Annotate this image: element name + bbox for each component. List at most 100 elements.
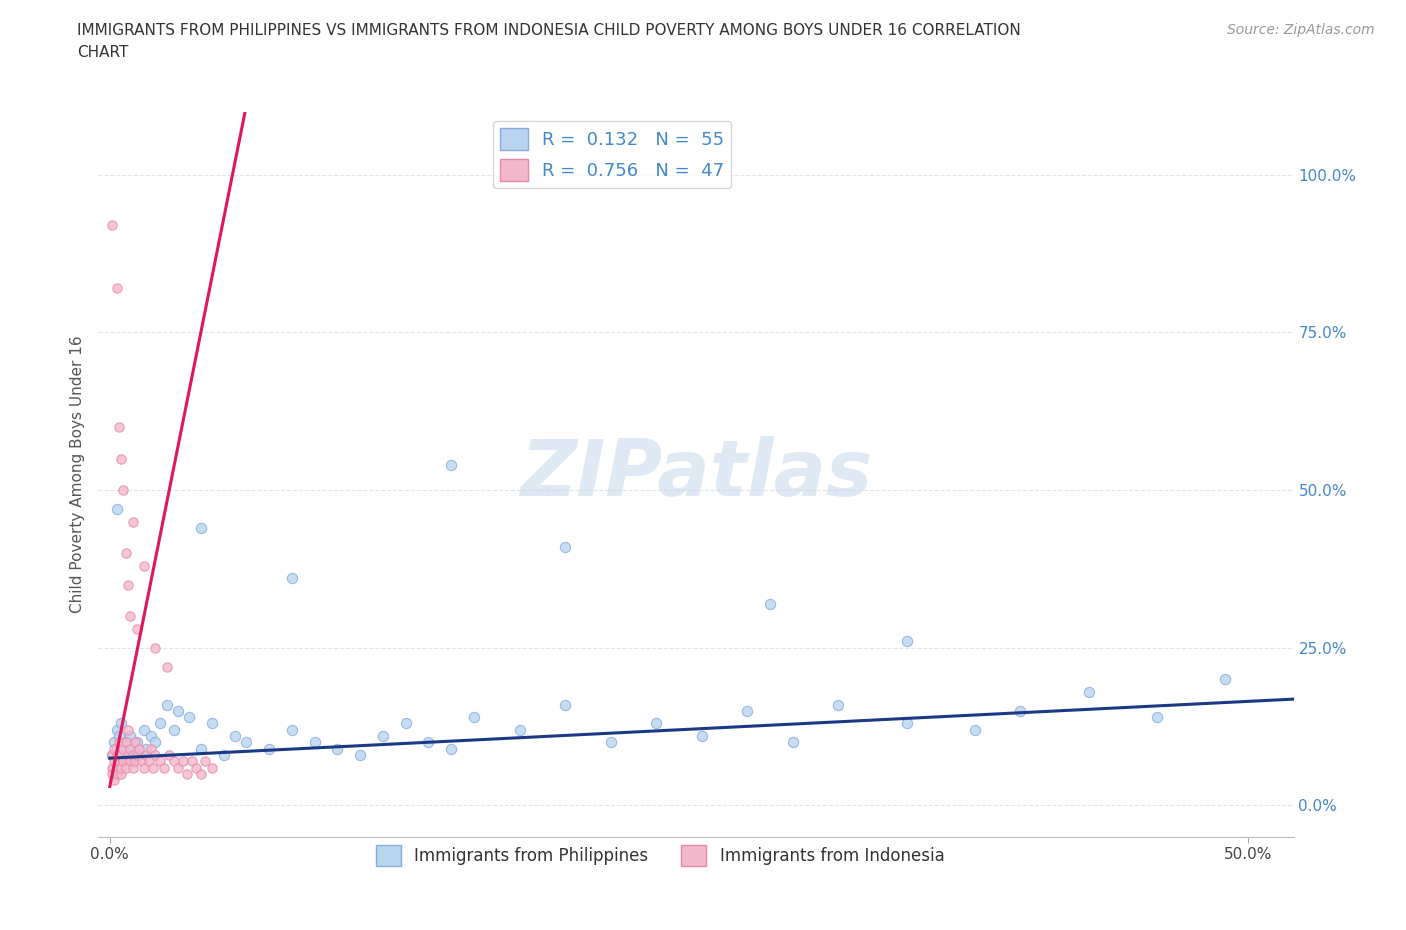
Point <box>101 218 124 232</box>
Point <box>440 741 463 756</box>
Point <box>127 748 149 763</box>
Point <box>176 766 198 781</box>
Point <box>112 741 135 756</box>
Point <box>128 741 150 756</box>
Point <box>1010 703 1032 718</box>
Point <box>201 760 224 775</box>
Point <box>142 760 165 775</box>
Point <box>827 698 849 712</box>
Point <box>110 748 132 763</box>
Point <box>201 716 224 731</box>
Point <box>110 748 132 763</box>
Point <box>103 754 125 769</box>
Point <box>194 754 217 769</box>
Point <box>105 281 128 296</box>
Point <box>117 748 139 763</box>
Point <box>124 754 146 769</box>
Point <box>143 748 166 763</box>
Point <box>190 766 212 781</box>
Point <box>963 723 986 737</box>
Point <box>110 766 132 781</box>
Point <box>153 760 176 775</box>
Point <box>212 748 235 763</box>
Point <box>112 483 135 498</box>
Point <box>281 723 304 737</box>
Point <box>103 735 125 750</box>
Point <box>179 710 201 724</box>
Point <box>156 698 179 712</box>
Point <box>143 641 166 656</box>
Point <box>103 741 125 756</box>
Point <box>114 546 136 561</box>
Point <box>117 723 139 737</box>
Text: IMMIGRANTS FROM PHILIPPINES VS IMMIGRANTS FROM INDONESIA CHILD POVERTY AMONG BOY: IMMIGRANTS FROM PHILIPPINES VS IMMIGRANT… <box>77 23 1021 38</box>
Point <box>127 735 149 750</box>
Point <box>120 741 142 756</box>
Point <box>120 609 142 624</box>
Point <box>105 760 128 775</box>
Point <box>114 735 136 750</box>
Point <box>121 748 143 763</box>
Point <box>121 514 143 529</box>
Point <box>114 760 136 775</box>
Text: Source: ZipAtlas.com: Source: ZipAtlas.com <box>1227 23 1375 37</box>
Point <box>121 741 143 756</box>
Point <box>101 748 124 763</box>
Point <box>110 451 132 466</box>
Point <box>101 748 124 763</box>
Point <box>554 698 576 712</box>
Point <box>108 728 131 743</box>
Point <box>172 754 194 769</box>
Point <box>224 728 246 743</box>
Point <box>156 659 179 674</box>
Point <box>108 419 131 434</box>
Point <box>180 754 202 769</box>
Point <box>257 741 280 756</box>
Point <box>554 539 576 554</box>
Point <box>105 723 128 737</box>
Point <box>103 773 125 788</box>
Point <box>139 728 162 743</box>
Point <box>186 760 208 775</box>
Point <box>101 760 124 775</box>
Point <box>645 716 668 731</box>
Point <box>105 741 128 756</box>
Point <box>108 754 131 769</box>
Point <box>418 735 440 750</box>
Point <box>114 735 136 750</box>
Point <box>132 558 155 573</box>
Point <box>139 741 162 756</box>
Point <box>599 735 621 750</box>
Point <box>281 571 304 586</box>
Point <box>759 596 782 611</box>
Point <box>167 703 190 718</box>
Point <box>371 728 394 743</box>
Point <box>117 748 139 763</box>
Point <box>105 501 128 516</box>
Point <box>162 723 184 737</box>
Point <box>235 735 257 750</box>
Point <box>135 748 157 763</box>
Point <box>117 578 139 592</box>
Point <box>110 716 132 731</box>
Point <box>120 728 142 743</box>
Point <box>112 754 135 769</box>
Point <box>395 716 418 731</box>
Legend: Immigrants from Philippines, Immigrants from Indonesia: Immigrants from Philippines, Immigrants … <box>368 839 952 872</box>
Point <box>112 741 135 756</box>
Point <box>101 766 124 781</box>
Point <box>735 703 758 718</box>
Point <box>896 716 918 731</box>
Point <box>105 766 128 781</box>
Point <box>1213 671 1236 686</box>
Text: CHART: CHART <box>77 45 129 60</box>
Point <box>167 760 190 775</box>
Point <box>124 735 146 750</box>
Point <box>1146 710 1168 724</box>
Point <box>132 760 155 775</box>
Point <box>304 735 326 750</box>
Point <box>135 741 157 756</box>
Point <box>190 521 212 536</box>
Point <box>509 723 531 737</box>
Y-axis label: Child Poverty Among Boys Under 16: Child Poverty Among Boys Under 16 <box>69 336 84 613</box>
